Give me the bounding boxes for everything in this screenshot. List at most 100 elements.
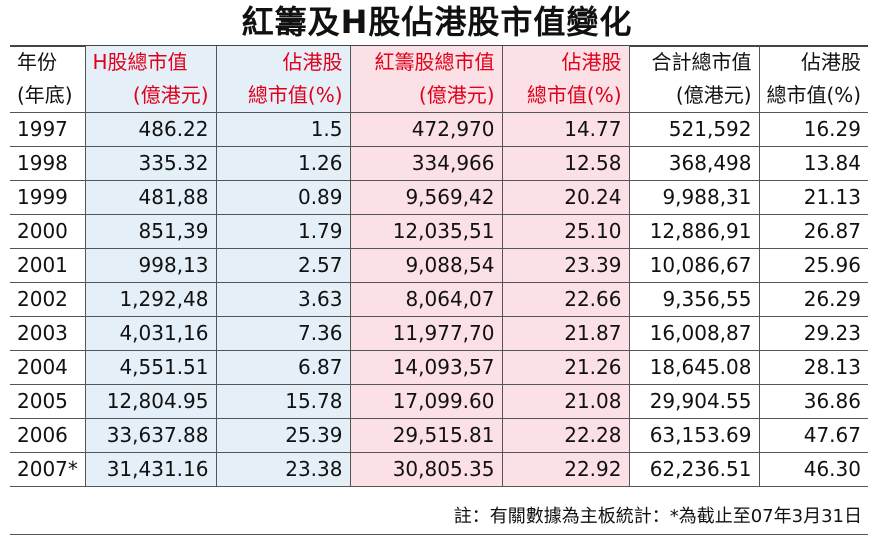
header-year: 年份 xyxy=(10,46,86,79)
cell-h-share-pct: 7.36 xyxy=(216,316,351,351)
cell-h-share-pct: 23.38 xyxy=(216,452,351,487)
header-red-chip-cap: 紅籌股總市值 xyxy=(350,46,503,79)
cell-year: 2001 xyxy=(10,248,86,283)
table-row: 2002 1,292,48 3.63 8,064,07 22.66 9,356,55 26.… xyxy=(10,282,868,317)
cell-h-share-cap: 33,637.88 xyxy=(85,418,217,453)
cell-h-share-cap: 481,88 xyxy=(85,180,217,215)
header-total-pct-sub: 總市值(%) xyxy=(759,79,868,113)
cell-total-cap: 9,988,31 xyxy=(629,180,760,215)
cell-h-share-cap: 851,39 xyxy=(85,214,217,249)
header-h-share-cap-unit: (億港元) xyxy=(85,79,217,113)
header-row-2: (年底) (億港元) 總市值(%) (億港元) 總市值(%) (億港元) 總市值… xyxy=(10,79,868,113)
cell-total-pct: 29.23 xyxy=(759,316,868,351)
cell-total-cap: 9,356,55 xyxy=(629,282,760,317)
cell-total-pct: 16.29 xyxy=(759,112,868,147)
header-row-1: 年份 H股總市值 佔港股 紅籌股總市值 佔港股 合計總市值 佔港股 xyxy=(10,46,868,79)
cell-red-chip-cap: 9,569,42 xyxy=(350,180,503,215)
table-title: 紅籌及H股佔港股市值變化 xyxy=(241,3,633,41)
cell-red-chip-pct: 20.24 xyxy=(502,180,630,215)
header-red-chip-pct: 佔港股 xyxy=(502,46,630,79)
cell-h-share-cap: 12,804.95 xyxy=(85,384,217,419)
cell-h-share-cap: 335.32 xyxy=(85,146,217,181)
cell-red-chip-pct: 23.39 xyxy=(502,248,630,283)
cell-red-chip-cap: 17,099.60 xyxy=(350,384,503,419)
cell-red-chip-pct: 25.10 xyxy=(502,214,630,249)
header-red-chip-pct-sub: 總市值(%) xyxy=(502,79,630,113)
cell-h-share-pct: 0.89 xyxy=(216,180,351,215)
cell-h-share-cap: 31,431.16 xyxy=(85,452,217,487)
bottom-rule xyxy=(10,534,868,535)
footnote: 註：有關數據為主板統計：*為截止至07年3月31日 xyxy=(453,506,862,527)
cell-year: 2005 xyxy=(10,384,86,419)
header-year-sub: (年底) xyxy=(10,79,86,113)
cell-red-chip-cap: 334,966 xyxy=(350,146,503,181)
cell-total-cap: 62,236.51 xyxy=(629,452,760,487)
cell-total-cap: 10,086,67 xyxy=(629,248,760,283)
cell-total-pct: 36.86 xyxy=(759,384,868,419)
cell-total-cap: 12,886,91 xyxy=(629,214,760,249)
table-row: 1997 486.22 1.5 472,970 14.77 521,592 16.29 xyxy=(10,112,868,147)
cell-total-cap: 368,498 xyxy=(629,146,760,181)
cell-red-chip-cap: 9,088,54 xyxy=(350,248,503,283)
table-row: 1998 335.32 1.26 334,966 12.58 368,498 13.84 xyxy=(10,146,868,181)
cell-year: 2007* xyxy=(10,452,86,487)
cell-total-cap: 521,592 xyxy=(629,112,760,147)
cell-h-share-pct: 25.39 xyxy=(216,418,351,453)
table-row: 2005 12,804.95 15.78 17,099.60 21.08 29,904.5… xyxy=(10,384,868,419)
table-row: 2007* 31,431.16 23.38 30,805.35 22.92 62,236.… xyxy=(10,452,868,487)
cell-h-share-cap: 4,551.51 xyxy=(85,350,217,385)
cell-red-chip-pct: 22.92 xyxy=(502,452,630,487)
table-row: 1999 481,88 0.89 9,569,42 20.24 9,988,31 21.13 xyxy=(10,180,868,215)
cell-red-chip-cap: 12,035,51 xyxy=(350,214,503,249)
cell-h-share-cap: 1,292,48 xyxy=(85,282,217,317)
cell-total-pct: 26.87 xyxy=(759,214,868,249)
cell-total-pct: 28.13 xyxy=(759,350,868,385)
cell-red-chip-pct: 12.58 xyxy=(502,146,630,181)
table-row: 2006 33,637.88 25.39 29,515.81 22.28 63,153.6… xyxy=(10,418,868,453)
cell-year: 1998 xyxy=(10,146,86,181)
cell-total-pct: 46.30 xyxy=(759,452,868,487)
cell-year: 2002 xyxy=(10,282,86,317)
cell-red-chip-pct: 22.28 xyxy=(502,418,630,453)
cell-red-chip-pct: 21.87 xyxy=(502,316,630,351)
cell-red-chip-cap: 11,977,70 xyxy=(350,316,503,351)
cell-total-cap: 29,904.55 xyxy=(629,384,760,419)
cell-total-pct: 47.67 xyxy=(759,418,868,453)
cell-red-chip-pct: 21.08 xyxy=(502,384,630,419)
cell-total-cap: 16,008,87 xyxy=(629,316,760,351)
header-total-pct: 佔港股 xyxy=(801,50,861,74)
cell-red-chip-cap: 29,515.81 xyxy=(350,418,503,453)
cell-h-share-cap: 4,031,16 xyxy=(85,316,217,351)
header-total-cap-unit: (億港元) xyxy=(629,79,760,113)
cell-year: 2006 xyxy=(10,418,86,453)
table-row: 2001 998,13 2.57 9,088,54 23.39 10,086,67 25.9… xyxy=(10,248,868,283)
cell-red-chip-cap: 30,805.35 xyxy=(350,452,503,487)
table-row: 2000 851,39 1.79 12,035,51 25.10 12,886,91 26.… xyxy=(10,214,868,249)
cell-year: 2004 xyxy=(10,350,86,385)
cell-total-pct: 21.13 xyxy=(759,180,868,215)
cell-h-share-pct: 15.78 xyxy=(216,384,351,419)
header-h-share-cap: H股總市值 xyxy=(85,46,217,79)
cell-total-pct: 25.96 xyxy=(759,248,868,283)
table-row: 2003 4,031,16 7.36 11,977,70 21.87 16,008,87 2… xyxy=(10,316,868,351)
cell-year: 2000 xyxy=(10,214,86,249)
header-total-cap: 合計總市值 xyxy=(629,46,760,79)
cell-red-chip-cap: 8,064,07 xyxy=(350,282,503,317)
header-h-share-pct-sub: 總市值(%) xyxy=(216,79,351,113)
cell-red-chip-pct: 22.66 xyxy=(502,282,630,317)
cell-red-chip-cap: 14,093,57 xyxy=(350,350,503,385)
cell-h-share-pct: 1.26 xyxy=(216,146,351,181)
cell-year: 2003 xyxy=(10,316,86,351)
cell-red-chip-pct: 14.77 xyxy=(502,112,630,147)
market-cap-table: 年份 H股總市值 佔港股 紅籌股總市值 佔港股 合計總市值 佔港股 (年底) (… xyxy=(10,46,868,487)
cell-h-share-pct: 2.57 xyxy=(216,248,351,283)
cell-total-pct: 26.29 xyxy=(759,282,868,317)
header-red-chip-cap-unit: (億港元) xyxy=(350,79,503,113)
cell-h-share-pct: 1.5 xyxy=(216,112,351,147)
cell-red-chip-cap: 472,970 xyxy=(350,112,503,147)
cell-year: 1999 xyxy=(10,180,86,215)
cell-h-share-cap: 486.22 xyxy=(85,112,217,147)
cell-h-share-cap: 998,13 xyxy=(85,248,217,283)
cell-h-share-pct: 1.79 xyxy=(216,214,351,249)
cell-red-chip-pct: 21.26 xyxy=(502,350,630,385)
